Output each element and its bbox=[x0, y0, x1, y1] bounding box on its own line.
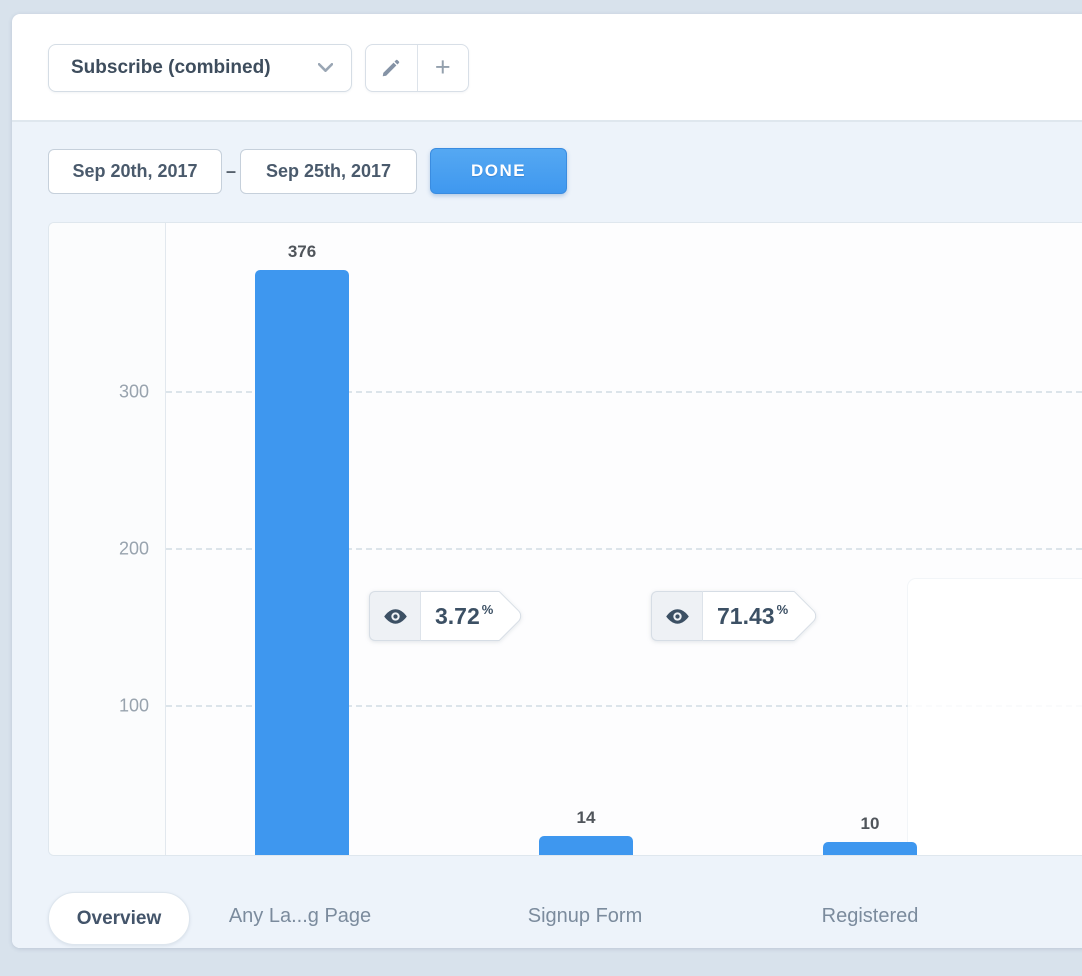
chevron-down-icon bbox=[318, 63, 333, 73]
funnel-report-card: Subscribe (combined) + Sep 20th, 2017 – … bbox=[12, 14, 1082, 948]
card-body: Sep 20th, 2017 – Sep 25th, 2017 DONE 300… bbox=[12, 122, 1082, 948]
funnel-selector-value: Subscribe (combined) bbox=[71, 57, 271, 78]
conversion-rate-value: 3.72% bbox=[421, 591, 500, 641]
step-label-registered[interactable]: Registered bbox=[821, 904, 919, 927]
overview-tab[interactable]: Overview bbox=[48, 892, 190, 945]
conversion-badge-2[interactable]: 71.43% bbox=[651, 590, 820, 642]
badge-arrow-tip bbox=[473, 590, 525, 642]
y-tick-300: 300 bbox=[118, 381, 149, 402]
y-tick-100: 100 bbox=[118, 695, 149, 716]
date-range-separator: – bbox=[225, 160, 236, 181]
edit-funnel-button[interactable] bbox=[366, 45, 417, 91]
percent-sign: % bbox=[481, 601, 494, 617]
date-end-input[interactable]: Sep 25th, 2017 bbox=[240, 148, 417, 194]
step-label-any-landing-page[interactable]: Any La...g Page bbox=[228, 904, 372, 927]
gridline-100 bbox=[166, 705, 1082, 707]
date-range-row: Sep 20th, 2017 – Sep 25th, 2017 DONE bbox=[48, 148, 567, 194]
funnel-actions-group: + bbox=[365, 44, 469, 92]
done-button[interactable]: DONE bbox=[430, 148, 567, 194]
pencil-icon bbox=[380, 57, 402, 79]
gridline-200 bbox=[166, 548, 1082, 550]
add-step-button[interactable]: + bbox=[416, 45, 469, 91]
gridline-300 bbox=[166, 391, 1082, 393]
bar-value-label: 14 bbox=[576, 808, 596, 827]
bar-value-label: 10 bbox=[860, 814, 880, 833]
percent-sign: % bbox=[776, 601, 789, 617]
badge-arrow-tip bbox=[768, 590, 820, 642]
bar-value-label: 376 bbox=[287, 242, 317, 261]
funnel-steps-footer: Overview Any La...g Page Signup Form Reg… bbox=[12, 870, 1082, 962]
y-axis-column: 300 200 100 bbox=[49, 223, 166, 855]
eye-icon bbox=[664, 603, 691, 630]
plus-icon: + bbox=[434, 51, 451, 82]
hover-highlight-region bbox=[908, 579, 1082, 855]
funnel-bar-any-landing-page[interactable] bbox=[255, 270, 349, 855]
funnel-bar-registered[interactable] bbox=[823, 842, 917, 855]
funnel-selector-dropdown[interactable]: Subscribe (combined) bbox=[48, 44, 352, 92]
funnel-bar-signup-form[interactable] bbox=[539, 836, 633, 855]
step-label-signup-form[interactable]: Signup Form bbox=[527, 904, 643, 927]
header-divider bbox=[12, 120, 1082, 122]
card-header: Subscribe (combined) + bbox=[12, 14, 1082, 122]
conversion-rate-value: 71.43% bbox=[703, 591, 795, 641]
y-tick-200: 200 bbox=[118, 538, 149, 559]
conversion-badge-1[interactable]: 3.72% bbox=[369, 590, 525, 642]
date-start-input[interactable]: Sep 20th, 2017 bbox=[48, 148, 222, 194]
funnel-chart-panel: 300 200 100 376 14 10 3.72% bbox=[48, 222, 1082, 856]
eye-toggle-button[interactable] bbox=[369, 591, 421, 641]
eye-icon bbox=[382, 603, 409, 630]
eye-toggle-button[interactable] bbox=[651, 591, 703, 641]
